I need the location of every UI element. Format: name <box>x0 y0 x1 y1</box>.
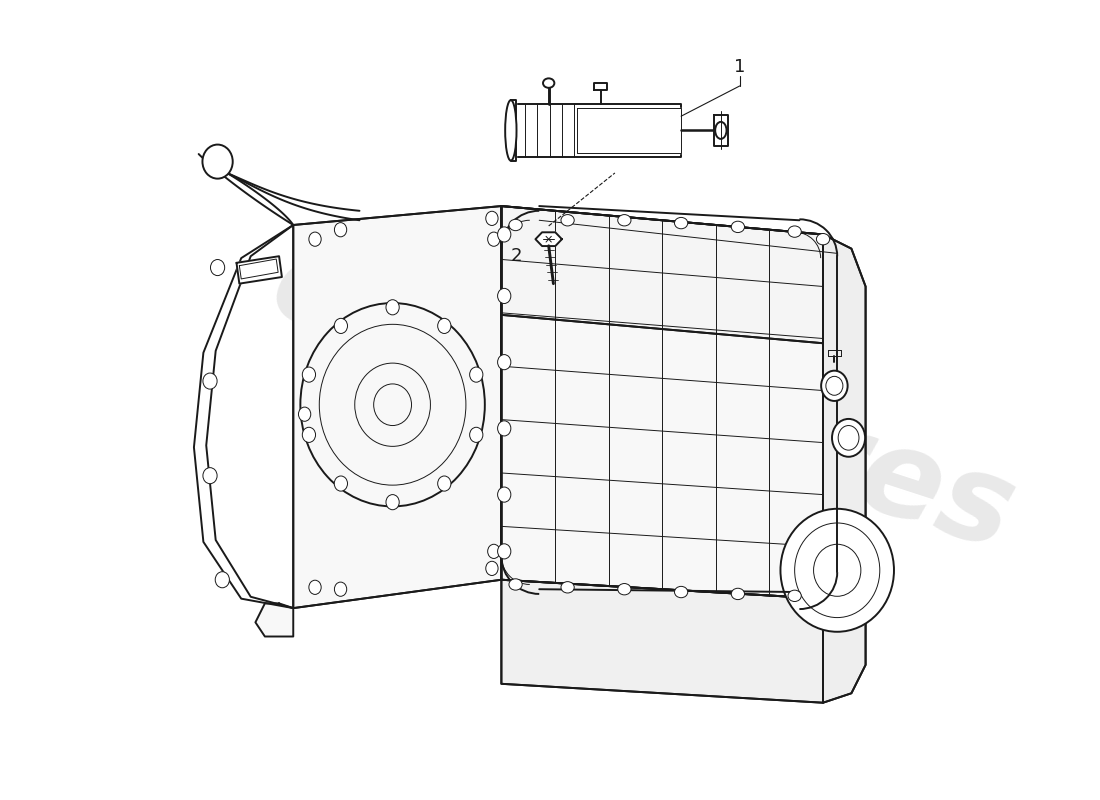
Ellipse shape <box>674 218 688 229</box>
Ellipse shape <box>298 407 311 422</box>
Ellipse shape <box>386 300 399 315</box>
Ellipse shape <box>202 145 233 178</box>
Ellipse shape <box>509 578 522 590</box>
Ellipse shape <box>334 476 348 491</box>
Polygon shape <box>236 256 282 284</box>
Ellipse shape <box>334 222 346 237</box>
Text: 2: 2 <box>510 247 522 266</box>
Polygon shape <box>714 115 728 146</box>
Ellipse shape <box>832 419 865 457</box>
Polygon shape <box>510 104 681 157</box>
Text: eurospares: eurospares <box>257 225 1028 575</box>
Polygon shape <box>510 100 516 161</box>
Ellipse shape <box>210 259 224 276</box>
Polygon shape <box>255 603 294 637</box>
Ellipse shape <box>561 214 574 226</box>
Ellipse shape <box>618 583 631 595</box>
Ellipse shape <box>732 222 745 233</box>
Ellipse shape <box>334 582 346 596</box>
Ellipse shape <box>788 590 801 602</box>
Ellipse shape <box>302 427 316 442</box>
Polygon shape <box>578 108 681 153</box>
Polygon shape <box>502 580 823 702</box>
Ellipse shape <box>302 367 316 382</box>
Ellipse shape <box>487 232 500 246</box>
Ellipse shape <box>497 421 510 436</box>
Ellipse shape <box>202 468 217 484</box>
Ellipse shape <box>487 544 500 558</box>
Ellipse shape <box>543 78 554 88</box>
Ellipse shape <box>470 367 483 382</box>
Text: a passion for parts since 1985: a passion for parts since 1985 <box>422 415 789 555</box>
Polygon shape <box>294 206 502 608</box>
Polygon shape <box>502 206 823 343</box>
Ellipse shape <box>561 582 574 593</box>
Ellipse shape <box>674 586 688 598</box>
Ellipse shape <box>497 288 510 303</box>
Ellipse shape <box>438 318 451 334</box>
Ellipse shape <box>509 219 522 230</box>
Polygon shape <box>823 234 866 702</box>
Ellipse shape <box>497 227 510 242</box>
Ellipse shape <box>309 580 321 594</box>
Ellipse shape <box>821 370 848 401</box>
Ellipse shape <box>816 234 829 245</box>
Ellipse shape <box>781 509 894 632</box>
Polygon shape <box>502 206 823 598</box>
Ellipse shape <box>732 588 745 600</box>
Ellipse shape <box>386 494 399 510</box>
Ellipse shape <box>309 232 321 246</box>
Ellipse shape <box>497 487 510 502</box>
Ellipse shape <box>715 122 726 139</box>
Polygon shape <box>536 232 562 246</box>
Ellipse shape <box>486 562 498 575</box>
Ellipse shape <box>216 572 230 588</box>
Ellipse shape <box>334 318 348 334</box>
Ellipse shape <box>470 427 483 442</box>
Ellipse shape <box>505 100 517 161</box>
Ellipse shape <box>202 373 217 389</box>
Text: 1: 1 <box>734 58 746 76</box>
Ellipse shape <box>788 226 801 238</box>
Ellipse shape <box>438 476 451 491</box>
Polygon shape <box>594 83 607 90</box>
Ellipse shape <box>497 354 510 370</box>
Ellipse shape <box>618 214 631 226</box>
Ellipse shape <box>486 211 498 226</box>
Ellipse shape <box>497 544 510 559</box>
